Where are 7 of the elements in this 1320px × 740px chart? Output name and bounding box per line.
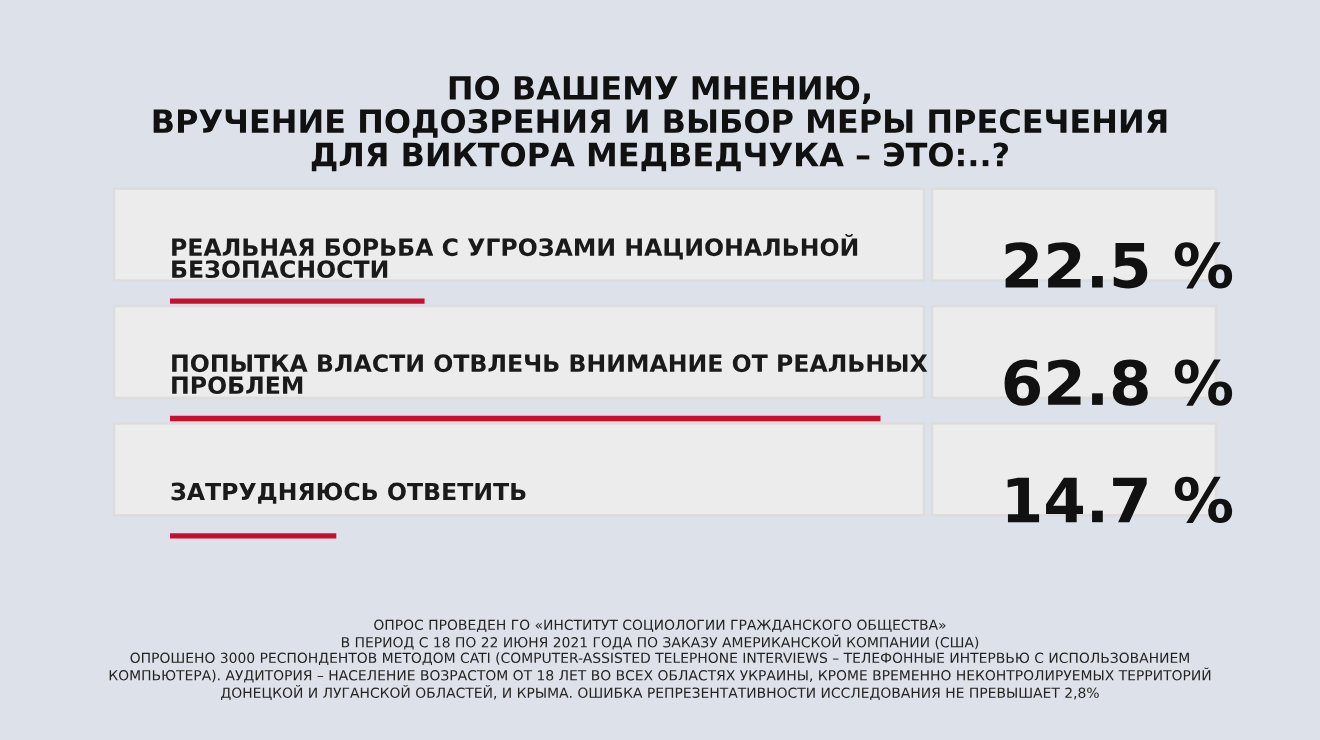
data-label: 22.5 % [1005, 242, 1233, 289]
data-label: 14.7 % [1007, 476, 1233, 524]
y-tick-label: РЕАЛЬНАЯ БОРЬБА С УГРОЗАМИ НАЦИОНАЛЬНОЙ БЕЗОПАСНОСТИ [172, 233, 858, 279]
chart-title: ПО ВАШЕМУ МНЕНИЮ, ВРУЧЕНИЕ ПОДОЗРЕНИЯ И ВЫБОР МЕРЫ ПРЕСЕЧЕНИЯ ДЛЯ ВИКТОРА МЕДВЕДЧУКА – ЭТО:..? [153, 75, 1167, 172]
y-tick-label: ЗАТРУДНЯЮСЬ ОТВЕТИТЬ [171, 482, 526, 504]
data-label: 62.8 % [1004, 359, 1233, 406]
y-tick-label: ПОПЫТКА ВЛАСТИ ОТВЛЕЧЬ ВНИМАНИЕ ОТ РЕАЛЬНЫХ ПРОБЛЕМ [172, 354, 928, 395]
